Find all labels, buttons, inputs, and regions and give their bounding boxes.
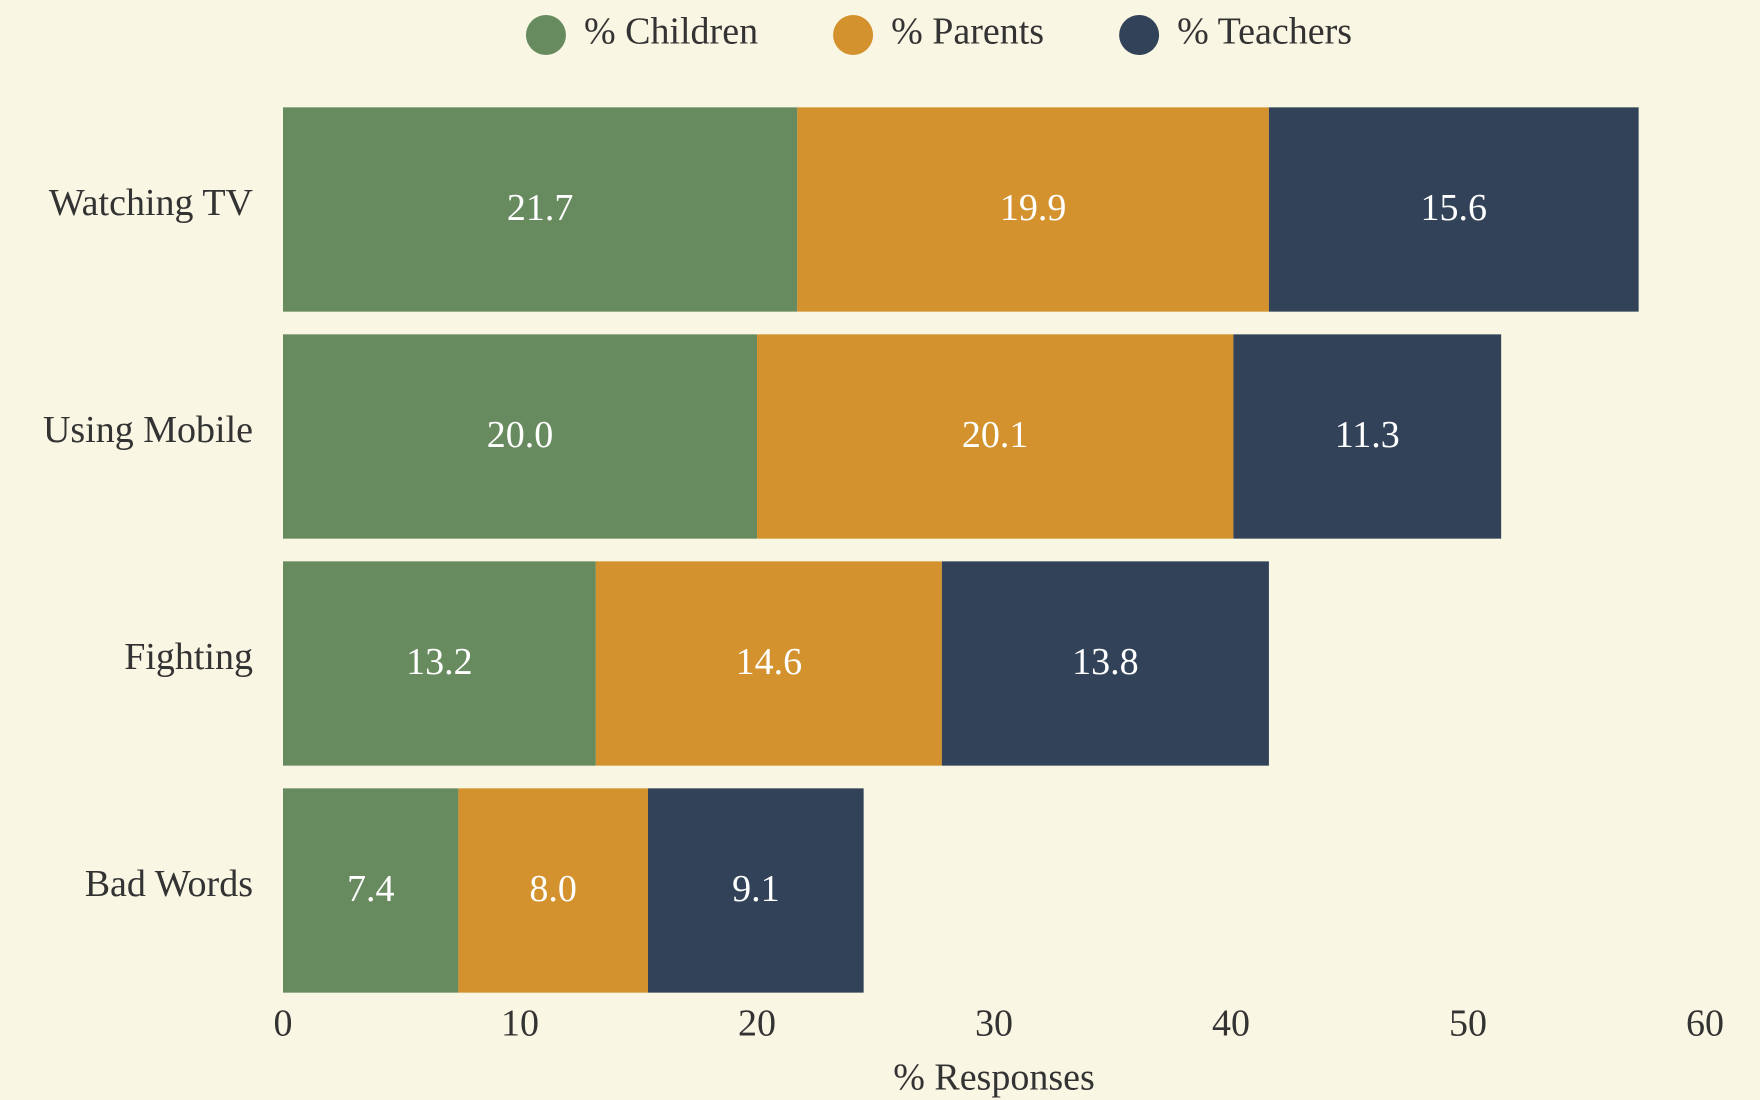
x-tick-label: 40	[1212, 1003, 1250, 1045]
x-tick-label: 30	[975, 1003, 1013, 1045]
bar-segment	[283, 107, 798, 312]
legend-label: % Children	[584, 11, 758, 53]
data-label: 11.3	[1335, 414, 1400, 456]
data-label: 14.6	[736, 641, 803, 683]
data-label: 7.4	[347, 868, 395, 910]
x-axis-label: % Responses	[893, 1057, 1095, 1099]
legend-label: % Teachers	[1177, 11, 1352, 53]
legend-marker	[525, 15, 566, 55]
data-label: 9.1	[732, 868, 780, 910]
data-label: 15.6	[1421, 187, 1488, 229]
x-tick-label: 10	[501, 1003, 539, 1045]
legend-marker	[833, 15, 874, 55]
x-tick-label: 0	[274, 1003, 293, 1045]
data-label: 21.7	[507, 187, 574, 229]
bar-segment	[458, 788, 648, 993]
data-label: 8.0	[529, 868, 577, 910]
legend-marker	[1119, 15, 1160, 55]
data-label: 19.9	[1000, 187, 1067, 229]
x-tick-label: 50	[1449, 1003, 1487, 1045]
y-tick-label: Fighting	[124, 636, 253, 678]
x-tick-label: 60	[1686, 1003, 1724, 1045]
bar-segment	[1268, 107, 1639, 312]
bar-segment	[595, 561, 942, 766]
legend-label: % Parents	[891, 11, 1044, 53]
data-label: 20.0	[487, 414, 554, 456]
bar-segment	[283, 788, 459, 993]
bar-segment	[647, 788, 864, 993]
y-tick-label: Watching TV	[49, 182, 254, 224]
data-label: 13.2	[406, 641, 473, 683]
bar-segment	[757, 334, 1234, 539]
x-tick-label: 20	[738, 1003, 776, 1045]
bar-segment	[283, 334, 757, 539]
data-label: 13.8	[1072, 641, 1139, 683]
y-tick-label: Using Mobile	[43, 409, 253, 451]
y-tick-label: Bad Words	[85, 863, 253, 905]
bar-segment	[797, 107, 1269, 312]
bar-segment	[283, 561, 596, 766]
bar-segment	[1233, 334, 1502, 539]
bar-segment	[941, 561, 1269, 766]
data-label: 20.1	[962, 414, 1029, 456]
